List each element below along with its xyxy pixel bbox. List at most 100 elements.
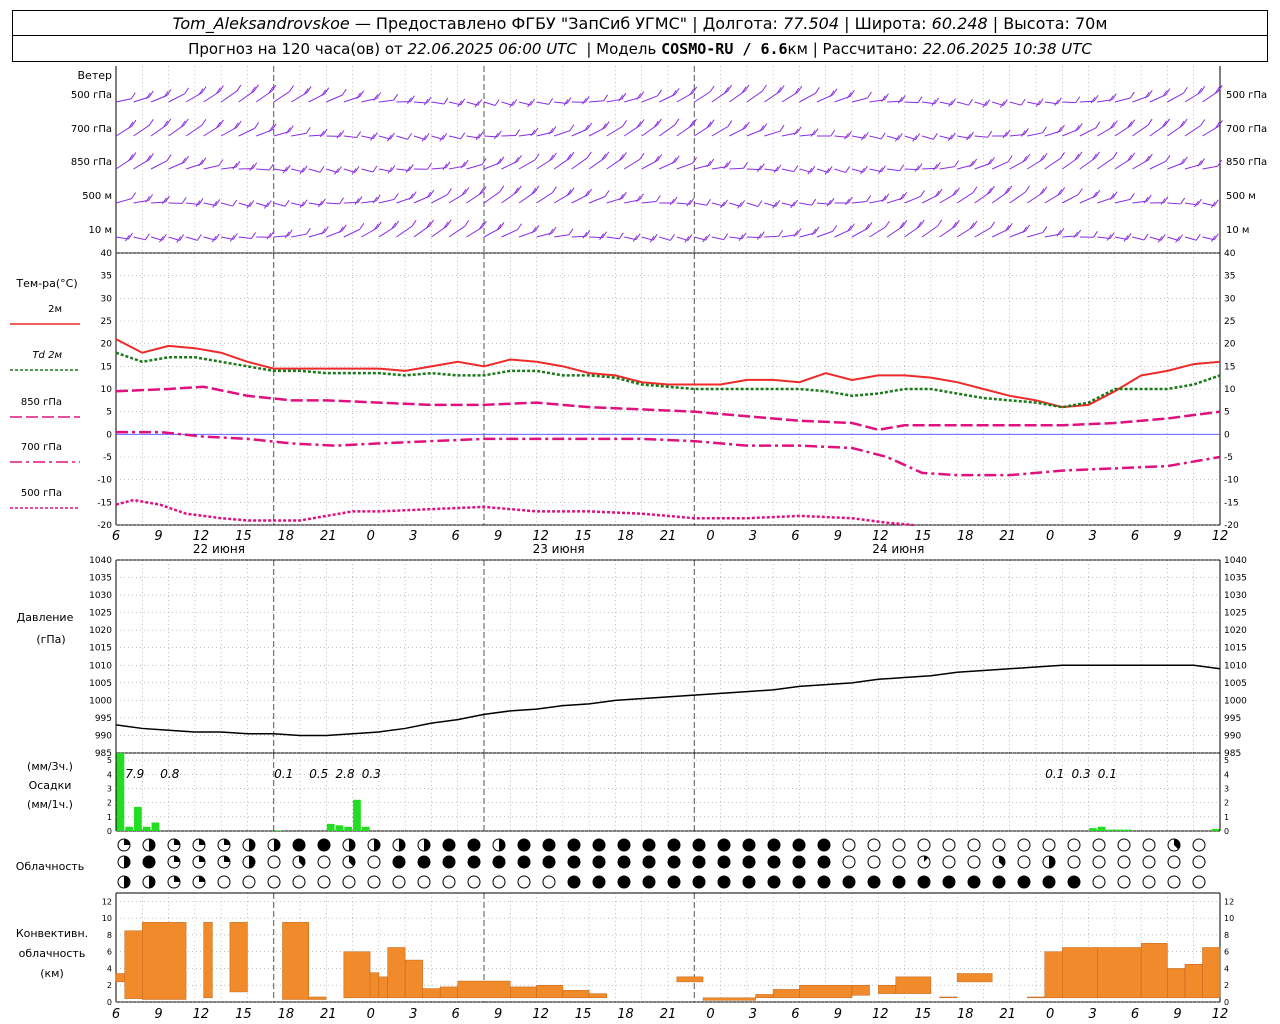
wind-barb: [115, 198, 132, 204]
cloud-symbol: [292, 875, 306, 889]
wind-barb: [269, 230, 275, 238]
wind-barb: [387, 167, 393, 174]
wind-barb: [429, 189, 435, 197]
conv-ytick: 0: [107, 998, 112, 1007]
wind-barb: [148, 90, 154, 98]
wind-barb: [413, 101, 428, 104]
wind-barb: [481, 158, 487, 165]
wind-barb: [517, 223, 522, 230]
cloud-symbol: [342, 875, 356, 889]
wind-barb: [320, 198, 326, 206]
precip-bar: [125, 826, 134, 831]
wind-barb: [343, 228, 361, 238]
wind-barb: [291, 233, 307, 238]
wind-barb: [284, 199, 290, 207]
wind-barb: [396, 225, 413, 238]
wind-barb: [1077, 123, 1083, 130]
wind-barb: [1178, 234, 1184, 241]
wind-barb: [361, 168, 374, 173]
wind-barb: [148, 119, 154, 126]
wind-barb: [254, 122, 260, 129]
wind-barb: [779, 85, 785, 92]
temp-legend-label: 700 гПа: [21, 442, 62, 453]
conv-unit: (км): [40, 967, 64, 980]
wind-barb: [706, 160, 712, 168]
wind-barb: [1182, 156, 1188, 164]
wind-barb: [483, 191, 500, 204]
cloud-symbol: [217, 875, 231, 889]
wind-barb: [165, 195, 170, 203]
precip-total-label: 0.1: [1098, 767, 1117, 781]
wind-barb: [830, 129, 836, 137]
cloud-symbol: [792, 855, 806, 869]
wind-barb: [724, 86, 729, 94]
wind-barb: [163, 91, 169, 98]
cloud-symbol: [1067, 838, 1081, 852]
wind-barb: [356, 92, 361, 100]
wind-barb: [302, 165, 308, 173]
wind-barb: [181, 197, 187, 204]
cloud-symbol-fill: [199, 856, 205, 862]
wind-barb: [287, 229, 293, 237]
wind-barb: [195, 200, 201, 207]
wind-barb: [757, 200, 763, 207]
wind-barb: [442, 132, 448, 140]
wind-barb: [1039, 188, 1045, 195]
wind-barb: [1062, 101, 1076, 104]
time-tick-label: 15: [235, 529, 252, 544]
wind-barb: [1184, 125, 1202, 137]
wind-barb: [604, 121, 610, 128]
wind-barb: [702, 235, 708, 243]
wind-barb: [483, 101, 496, 106]
wind-barb: [185, 124, 203, 137]
wind-barb: [1112, 120, 1118, 127]
wind-barb: [396, 135, 408, 140]
wind-barb: [273, 91, 290, 103]
wind-barb: [1023, 128, 1029, 135]
conv-cloud-bar: [536, 984, 564, 999]
wind-barb: [587, 122, 593, 130]
cloud-symbol-fill: [299, 856, 305, 867]
wind-barb: [148, 194, 154, 201]
wind-barb: [814, 87, 820, 94]
wind-barb: [463, 159, 469, 167]
wind-barb: [249, 200, 255, 207]
wind-barb: [571, 235, 586, 238]
pressure-unit: (гПа): [36, 633, 65, 646]
wind-barb: [1179, 158, 1185, 166]
pressure-ytick: 990: [1224, 731, 1241, 741]
wind-barb: [624, 236, 637, 241]
wind-barb: [308, 134, 324, 137]
temp-ytick: -5: [103, 453, 112, 463]
wind-barb: [887, 100, 902, 103]
wind-barb: [359, 222, 365, 230]
cloud-symbol-fill: [149, 876, 155, 888]
temp-ytick: 5: [1224, 408, 1230, 418]
wind-barb: [475, 133, 481, 141]
temp-series-t850: [115, 385, 1221, 432]
precip-total-label: 2.8: [336, 767, 355, 781]
temp-legend-label: 2м: [48, 304, 62, 315]
time-tick-label: 12: [872, 1007, 889, 1022]
pressure-ytick: 1035: [89, 574, 112, 584]
wind-barb: [639, 193, 644, 201]
wind-barb: [445, 161, 451, 169]
wind-barb: [1111, 93, 1117, 100]
time-tick-label: 12: [532, 1007, 549, 1022]
wind-barb: [689, 197, 695, 205]
wind-barb: [474, 100, 480, 108]
wind-barb: [762, 84, 767, 92]
wind-level-label: 850 гПа: [1226, 157, 1267, 168]
cloud-symbol: [792, 838, 806, 852]
wind-barb: [291, 168, 304, 173]
wind-barb: [426, 191, 432, 199]
cloud-symbol: [1042, 875, 1056, 889]
wind-barb: [813, 128, 819, 135]
wind-barb: [881, 165, 886, 172]
wind-barb: [1002, 131, 1008, 139]
wind-level-label: 500 м: [1226, 191, 1256, 202]
wind-barb: [198, 159, 204, 167]
temp-ytick: -20: [1224, 521, 1239, 531]
cloud-symbol: [1167, 875, 1181, 889]
cloud-symbol: [867, 875, 881, 889]
